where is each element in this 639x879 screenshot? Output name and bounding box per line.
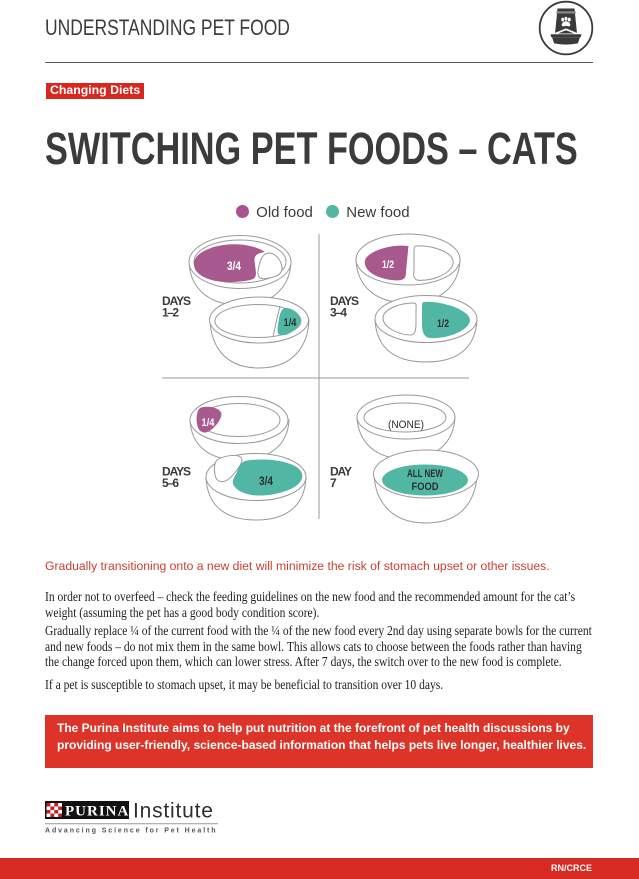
svg-text:7: 7	[330, 476, 337, 490]
svg-text:DAYS: DAYS	[330, 294, 359, 308]
svg-text:1/2: 1/2	[382, 259, 394, 271]
svg-text:FOOD: FOOD	[412, 481, 439, 493]
svg-text:DAYS: DAYS	[162, 294, 191, 308]
svg-text:DAYS: DAYS	[162, 465, 191, 479]
svg-text:1/4: 1/4	[202, 417, 216, 429]
svg-text:(NONE): (NONE)	[388, 419, 424, 431]
svg-text:1/2: 1/2	[437, 318, 449, 330]
svg-text:Institute: Institute	[133, 800, 214, 823]
svg-text:3/4: 3/4	[227, 259, 241, 273]
svg-text:3–4: 3–4	[330, 306, 347, 320]
svg-text:DAY: DAY	[330, 465, 352, 479]
svg-text:ALL NEW: ALL NEW	[407, 468, 443, 480]
svg-text:PURINA: PURINA	[65, 804, 129, 820]
svg-text:5–6: 5–6	[162, 476, 179, 490]
svg-text:1/4: 1/4	[284, 317, 298, 329]
svg-text:3/4: 3/4	[259, 474, 273, 488]
svg-text:Advancing Science for Pet Heal: Advancing Science for Pet Health	[45, 828, 217, 835]
svg-text:1–2: 1–2	[162, 306, 179, 320]
